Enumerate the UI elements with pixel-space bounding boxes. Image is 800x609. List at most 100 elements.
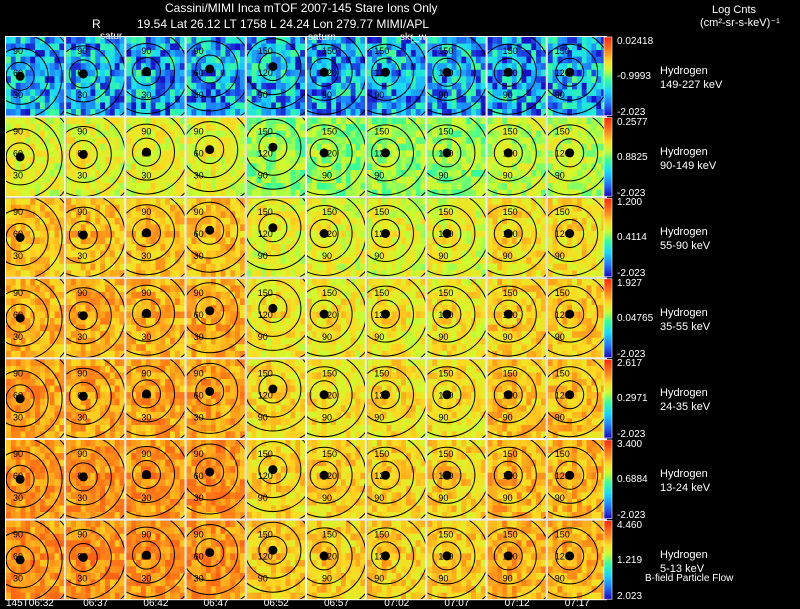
saturn-overlay-label-2: saturn [308,32,336,43]
pitch-angle-label: 120 [438,229,453,239]
pitch-angle-label: 150 [374,368,389,378]
saturn-marker [78,472,88,482]
pitch-angle-label: 60 [77,552,87,562]
pitch-angle-label: 90 [194,288,204,298]
row-energy-label: 24-35 keV [660,401,711,414]
heatmap-panel: 90 60 30 [5,116,66,198]
saturn-marker [442,67,452,77]
saturn-marker [78,150,88,159]
row-energy-label: 55-90 keV [660,240,711,253]
pitch-angle-label: 120 [503,310,518,320]
heatmap-panel: 150 120 90 [306,519,367,601]
pitch-angle-label: 150 [555,449,570,459]
pitch-angle-label: 90 [141,449,151,459]
heatmap-panel: 150 120 90 [426,439,487,520]
pitch-angle-label: 30 [141,332,151,342]
pitch-angle-label: 90 [438,90,448,100]
pitch-angle-label: 90 [503,412,513,422]
pitch-angle-label: 30 [141,90,151,100]
saturn-marker [142,308,151,318]
heatmap-panel: 150 120 90 [486,197,547,278]
pitch-angle-label: 90 [141,530,151,540]
saturn-marker [381,390,390,400]
heatmap-panel: 90 60 30 [5,277,66,359]
heatmap-panel: 150 120 90 [366,197,427,278]
pitch-angle-label: 90 [194,449,204,459]
colorbar-tick-label: 2.617 [617,358,643,370]
heatmap-panel: 150 120 90 [245,116,307,198]
time-tick-label: 07:07 [444,598,470,609]
pitch-angle-label: 90 [555,171,565,181]
row-species-label: Hydrogen [660,387,708,400]
colorbar-tick-label: -0.9993 [617,71,651,82]
saturn-marker [565,309,575,319]
pitch-angle-label: 30 [77,90,87,100]
heatmap-panel: 90 60 30 [185,439,246,520]
saturn-marker [503,551,513,561]
pitch-angle-label: 120 [438,68,453,78]
heatmap-panel: 150 120 90 [245,519,307,601]
pitch-angle-label: 30 [194,574,204,584]
pitch-angle-label: 60 [194,310,204,320]
saturn-marker [268,142,278,152]
heatmap-panel: 150 120 90 [486,439,547,520]
pitch-angle-label: 120 [374,390,389,400]
saturn-marker [381,229,390,238]
pitch-angle-label: 90 [141,288,151,298]
pitch-angle-label: 120 [322,149,337,159]
pitch-angle-label: 150 [322,288,337,298]
time-tick-label: 07:17 [564,598,590,609]
saturn-marker [142,550,151,560]
colorbar-tick-label: -2.023 [617,107,646,118]
heatmap-panel: 90 60 30 [65,277,126,359]
pitch-angle-label: 90 [555,332,565,342]
pitch-angle-label: 120 [374,310,389,320]
pitch-angle-label: 150 [555,127,570,137]
saturn-marker [565,551,575,561]
heatmap-panel: 90 60 30 [65,358,126,439]
pitch-angle-label: 90 [374,90,384,100]
pitch-angle-label: 150 [258,530,273,540]
row-species-label: Hydrogen [660,306,708,319]
saturn-marker [142,67,151,76]
pitch-angle-label: 90 [503,332,513,342]
pitch-angle-label: 150 [322,368,337,378]
pitch-angle-label: 90 [374,171,384,181]
pitch-angle-label: 90 [322,251,332,261]
pitch-angle-label: 120 [258,552,273,562]
heatmap-panel: 150 120 90 [306,358,367,439]
row-species-label: Hydrogen [660,468,708,480]
heatmap-panel: 150 120 90 [366,439,427,520]
pitch-angle-label: 150 [438,368,453,378]
heatmap-panel: 150 120 90 [245,36,307,117]
pitch-angle-label: 150 [503,207,518,217]
saturn-overlay-label: satur [100,31,123,42]
saturn-marker [78,69,88,79]
colorbar-tick-label: 1.200 [617,197,643,209]
saturn-marker [381,551,390,561]
heatmap-panel: 150 120 90 [306,277,367,359]
pitch-angle-label: 150 [503,530,518,540]
pitch-angle-label: 120 [258,149,273,159]
pitch-angle-label: 120 [322,390,337,400]
pitch-angle-label: 30 [194,90,204,100]
pitch-angle-label: 90 [258,493,268,503]
pitch-angle-label: 150 [258,207,273,217]
pitch-angle-label: 150 [322,449,337,459]
pitch-angle-label: 90 [13,46,23,56]
colorbar-tick-label: -2.023 [617,510,646,521]
pitch-angle-label: 90 [374,493,384,503]
colorbar-tick-label: -2.023 [617,429,646,441]
pitch-angle-label: 120 [438,310,453,320]
pitch-angle-label: 90 [438,574,448,584]
pitch-angle-label: 120 [555,390,570,400]
saturn-marker [205,467,215,477]
pitch-angle-label: 150 [503,368,518,378]
pitch-angle-label: 60 [77,390,87,400]
row-species-label: Hydrogen [660,548,708,561]
heatmap-panel: 90 60 30 [185,277,246,359]
colorbar [603,359,613,439]
saturn-marker [319,390,329,400]
saturn-marker [15,394,25,404]
saturn-marker [442,148,452,158]
